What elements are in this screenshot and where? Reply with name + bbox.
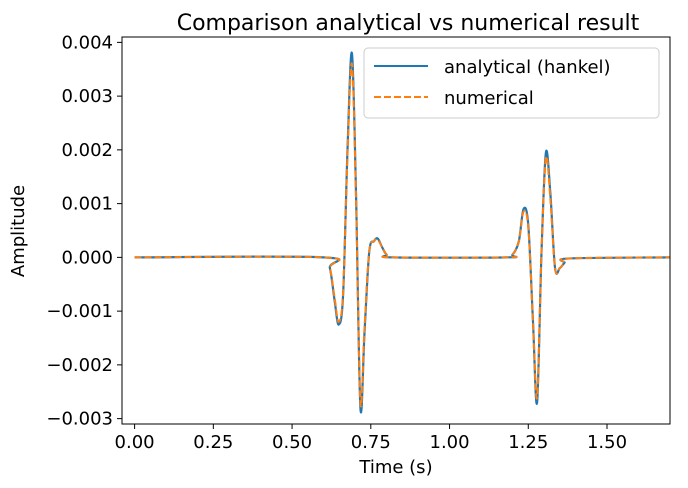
y-tick-label: 0.002 [61,140,113,161]
x-tick-label: 1.25 [508,432,548,453]
x-tick-label: 0.75 [351,432,391,453]
series-layer [134,51,671,414]
legend-label-numerical: numerical [444,88,534,109]
y-tick-label: 0.001 [61,194,113,215]
y-tick-label: 0.003 [61,86,113,107]
y-axis: −0.003 −0.002 −0.001 0.000 0.001 0.002 0.003 0.… [46,32,122,430]
x-tick-label: 0.00 [115,432,155,453]
x-tick-label: 0.50 [272,432,312,453]
y-tick-label: −0.002 [46,355,113,376]
x-tick-label: 0.25 [193,432,233,453]
plot-frame [121,36,671,425]
series-line-numerical [134,62,671,408]
legend: analytical (hankel) numerical [363,47,660,119]
y-tick-label: −0.001 [46,301,113,322]
y-tick-label: 0.004 [61,32,113,53]
legend-box [363,47,660,119]
x-axis: 0.00 0.25 0.50 0.75 1.00 1.25 1.50 [115,424,627,453]
plot-area [121,36,671,425]
y-axis-label: Amplitude [8,185,29,277]
y-tick-label: 0.000 [61,247,113,268]
y-tick-label: −0.003 [46,409,113,430]
chart-title: Comparison analytical vs numerical resul… [177,11,640,36]
legend-label-analytical: analytical (hankel) [444,57,611,78]
x-tick-label: 1.00 [430,432,470,453]
x-axis-label: Time (s) [358,457,432,478]
x-tick-label: 1.50 [587,432,627,453]
